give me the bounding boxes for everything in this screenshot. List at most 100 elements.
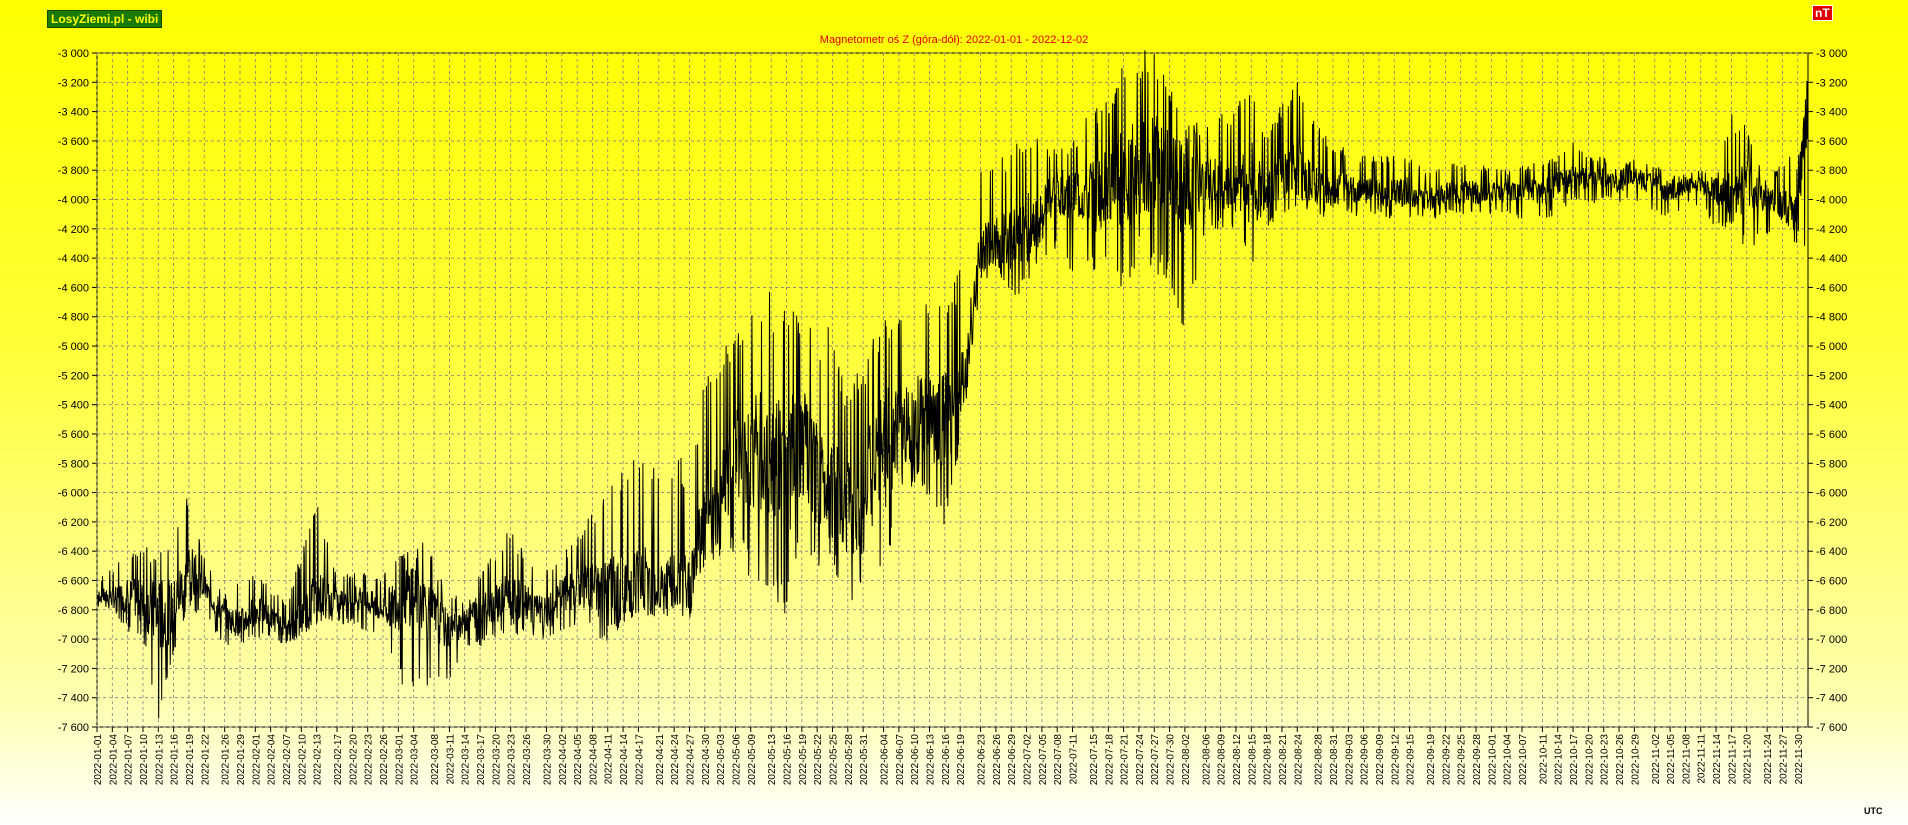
y-tick-label-left: -5 600 bbox=[58, 429, 89, 441]
x-tick-label: 2022-09-19 bbox=[1426, 734, 1437, 786]
x-tick-label: 2022-06-07 bbox=[895, 734, 906, 786]
x-tick-label: 2022-03-14 bbox=[461, 734, 472, 786]
y-tick-label-left: -5 800 bbox=[58, 458, 89, 470]
y-tick-label-right: -4 400 bbox=[1816, 253, 1847, 265]
x-tick-label: 2022-01-19 bbox=[185, 734, 196, 786]
x-tick-label: 2022-06-29 bbox=[1007, 734, 1018, 786]
x-tick-label: 2022-05-13 bbox=[767, 734, 778, 786]
y-tick-label-left: -3 600 bbox=[58, 136, 89, 148]
chart-title: Magnetometr oś Z (góra-dół): 2022-01-01 … bbox=[819, 34, 1089, 46]
x-tick-label: 2022-04-14 bbox=[619, 734, 630, 786]
x-tick-label: 2022-08-02 bbox=[1181, 734, 1192, 786]
x-tick-label: 2022-05-28 bbox=[844, 734, 855, 786]
x-tick-label: 2022-04-21 bbox=[655, 734, 666, 786]
x-tick-label: 2022-04-11 bbox=[604, 734, 615, 785]
x-tick-label: 2022-10-14 bbox=[1554, 734, 1565, 786]
y-tick-label-right: -4 200 bbox=[1816, 224, 1847, 236]
y-tick-label-left: -3 800 bbox=[58, 165, 89, 177]
x-tick-label: 2022-09-06 bbox=[1360, 734, 1371, 786]
x-tick-label: 2022-05-19 bbox=[798, 734, 809, 786]
y-tick-label-left: -3 000 bbox=[58, 48, 89, 60]
x-tick-label: 2022-08-21 bbox=[1278, 734, 1289, 786]
site-logo-label[interactable]: LosyZiemi.pl - wibi bbox=[47, 10, 163, 28]
y-tick-label-left: -7 600 bbox=[58, 722, 89, 734]
x-tick-label: 2022-03-04 bbox=[410, 734, 421, 786]
x-tick-label: 2022-11-24 bbox=[1763, 734, 1774, 785]
y-tick-label-right: -3 200 bbox=[1816, 77, 1847, 89]
x-tick-label: 2022-05-09 bbox=[747, 734, 758, 786]
x-tick-label: 2022-06-04 bbox=[880, 734, 891, 786]
x-tick-label: 2022-01-16 bbox=[170, 734, 181, 786]
y-tick-label-right: -4 000 bbox=[1816, 195, 1847, 207]
x-tick-label: 2022-03-08 bbox=[430, 734, 441, 786]
y-tick-label-right: -5 400 bbox=[1816, 400, 1847, 412]
x-tick-label: 2022-10-29 bbox=[1630, 734, 1641, 786]
x-tick-label: 2022-09-25 bbox=[1457, 734, 1468, 786]
x-tick-label: 2022-03-26 bbox=[522, 734, 533, 786]
x-tick-label: 2022-11-08 bbox=[1681, 734, 1692, 785]
y-tick-label-right: -7 000 bbox=[1816, 634, 1847, 646]
x-tick-label: 2022-08-09 bbox=[1217, 734, 1228, 786]
x-tick-label: 2022-07-08 bbox=[1053, 734, 1064, 786]
x-tick-label: 2022-01-26 bbox=[221, 734, 232, 786]
x-tick-label: 2022-11-17 bbox=[1727, 734, 1738, 785]
y-tick-label-right: -5 800 bbox=[1816, 458, 1847, 470]
y-tick-label-left: -7 000 bbox=[58, 634, 89, 646]
x-tick-label: 2022-05-22 bbox=[813, 734, 824, 786]
x-tick-label: 2022-02-20 bbox=[348, 734, 359, 786]
x-tick-label: 2022-04-08 bbox=[588, 734, 599, 786]
y-tick-label-left: -6 200 bbox=[58, 517, 89, 529]
y-tick-label-left: -6 800 bbox=[58, 605, 89, 617]
x-tick-label: 2022-08-24 bbox=[1293, 734, 1304, 786]
y-tick-label-right: -3 600 bbox=[1816, 136, 1847, 148]
x-tick-label: 2022-04-30 bbox=[701, 734, 712, 786]
y-tick-label-right: -7 200 bbox=[1816, 663, 1847, 675]
y-tick-label-right: -4 600 bbox=[1816, 282, 1847, 294]
y-tick-label-left: -5 400 bbox=[58, 400, 89, 412]
y-tick-label-left: -6 600 bbox=[58, 575, 89, 587]
y-tick-label-left: -5 000 bbox=[58, 341, 89, 353]
x-tick-label: 2022-09-12 bbox=[1390, 734, 1401, 786]
x-tick-label: 2022-01-04 bbox=[108, 734, 119, 786]
y-tick-label-right: -6 000 bbox=[1816, 488, 1847, 500]
x-tick-label: 2022-11-11 bbox=[1697, 734, 1708, 784]
x-tick-label: 2022-11-14 bbox=[1712, 734, 1723, 785]
y-tick-label-right: -6 400 bbox=[1816, 546, 1847, 558]
x-tick-label: 2022-03-23 bbox=[507, 734, 518, 786]
x-tick-label: 2022-02-26 bbox=[379, 734, 390, 786]
y-tick-label-right: -6 800 bbox=[1816, 605, 1847, 617]
y-tick-label-right: -6 600 bbox=[1816, 575, 1847, 587]
x-tick-label: 2022-04-17 bbox=[634, 734, 645, 786]
x-tick-label: 2022-10-11 bbox=[1538, 734, 1549, 785]
x-tick-label: 2022-07-21 bbox=[1120, 734, 1131, 786]
x-tick-label: 2022-03-01 bbox=[394, 734, 405, 786]
y-tick-label-right: -6 200 bbox=[1816, 517, 1847, 529]
x-tick-label: 2022-02-17 bbox=[333, 734, 344, 786]
y-tick-label-left: -4 800 bbox=[58, 312, 89, 324]
x-tick-label: 2022-10-01 bbox=[1487, 734, 1498, 786]
x-tick-label: 2022-09-03 bbox=[1344, 734, 1355, 786]
x-tick-label: 2022-03-17 bbox=[476, 734, 487, 786]
x-tick-label: 2022-01-29 bbox=[236, 734, 247, 786]
x-tick-label: 2022-07-15 bbox=[1089, 734, 1100, 786]
x-tick-label: 2022-03-11 bbox=[445, 734, 456, 785]
x-tick-label: 2022-06-23 bbox=[977, 734, 988, 786]
x-tick-label: 2022-07-18 bbox=[1104, 734, 1115, 786]
x-tick-label: 2022-07-05 bbox=[1038, 734, 1049, 786]
x-tick-label: 2022-03-20 bbox=[491, 734, 502, 786]
x-tick-label: 2022-01-22 bbox=[200, 734, 211, 786]
y-tick-label-right: -3 800 bbox=[1816, 165, 1847, 177]
y-tick-label-left: -3 400 bbox=[58, 107, 89, 119]
x-tick-label: 2022-02-10 bbox=[297, 734, 308, 786]
x-tick-label: 2022-08-12 bbox=[1232, 734, 1243, 786]
x-tick-label: 2022-04-24 bbox=[670, 734, 681, 786]
y-tick-label-left: -4 400 bbox=[58, 253, 89, 265]
x-tick-label: 2022-10-23 bbox=[1600, 734, 1611, 786]
x-tick-label: 2022-02-23 bbox=[364, 734, 375, 786]
y-tick-label-right: -5 600 bbox=[1816, 429, 1847, 441]
x-tick-label: 2022-09-22 bbox=[1441, 734, 1452, 786]
y-tick-label-right: -3 000 bbox=[1816, 48, 1847, 60]
x-tick-label: 2022-04-27 bbox=[685, 734, 696, 786]
